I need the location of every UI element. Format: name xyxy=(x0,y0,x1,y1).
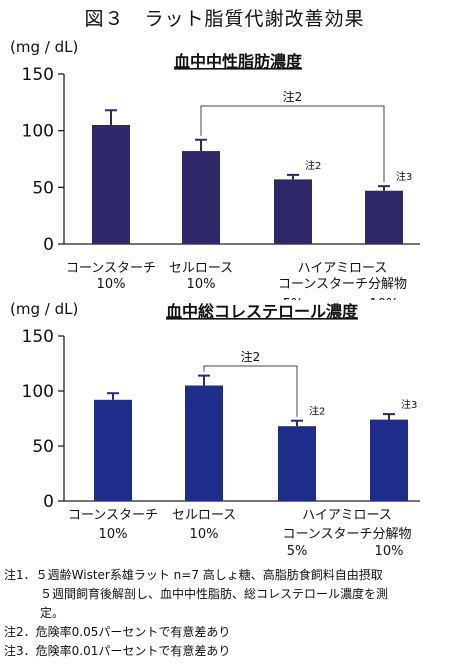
category-label: コーンスターチ分解物 xyxy=(282,527,411,542)
y-tick-label: 0 xyxy=(43,492,54,512)
category-label: 10% xyxy=(190,527,219,542)
category-label: ハイアミロース xyxy=(298,261,388,276)
category-label: セルロース xyxy=(172,508,236,523)
bracket-label: 注2 xyxy=(283,89,303,104)
significance-marker: 注2 xyxy=(305,159,321,172)
y-axis-label: (mg / dL) xyxy=(10,38,78,56)
y-axis-label: (mg / dL) xyxy=(10,300,78,318)
category-label: 10% xyxy=(97,277,126,292)
bar xyxy=(365,190,403,244)
chart-triglyceride: 0 50 100 150 (mg / dL) 血中中性脂肪濃度注2 注2 注3 コーンスターチセ… xyxy=(10,38,420,300)
bar xyxy=(92,125,130,244)
bar xyxy=(185,385,223,501)
significance-marker: 注3 xyxy=(396,170,412,183)
significance-bracket xyxy=(200,105,385,183)
category-label: 10% xyxy=(370,297,399,300)
category-label: コーンスターチ分解物 xyxy=(278,277,407,292)
chart-title: 血中中性脂肪濃度 xyxy=(174,52,303,71)
note-3: 注3．危険率0.01パーセントで有意差あり xyxy=(4,644,231,658)
category-label: 5% xyxy=(283,297,304,300)
footnotes: 注1．５週齢Wister系雄ラット n=7 高しょ糖、高脂肪食飼料自由摂取 ５週… xyxy=(4,566,448,661)
bar xyxy=(278,426,316,501)
y-tick-label: 50 xyxy=(32,437,54,457)
category-label: セルロース xyxy=(169,261,233,276)
significance-bracket xyxy=(203,365,298,417)
significance-marker: 注2 xyxy=(309,405,325,418)
category-label: 10% xyxy=(375,544,404,559)
bar xyxy=(94,399,132,501)
y-tick-label: 150 xyxy=(22,65,54,85)
significance-marker: 注3 xyxy=(401,398,417,411)
y-tick-label: 150 xyxy=(22,327,54,347)
category-label: ハイアミロース xyxy=(302,508,392,523)
note-1-line-1: 注1．５週齢Wister系雄ラット n=7 高しょ糖、高脂肪食飼料自由摂取 xyxy=(4,568,383,582)
category-label: 10% xyxy=(99,527,128,542)
category-label: コーンスターチ xyxy=(68,508,158,523)
bracket-label: 注2 xyxy=(241,349,261,364)
y-tick-label: 50 xyxy=(32,178,54,198)
bar xyxy=(274,179,312,244)
figure-title: 図３ ラット脂質代謝改善効果 xyxy=(84,8,365,30)
note-1-line-2: ５週間飼育後解剖し、血中中性脂肪、総コレステロール濃度を測 xyxy=(40,587,389,601)
category-label: コーンスターチ xyxy=(66,261,156,276)
bar xyxy=(370,419,408,501)
note-2: 注2．危険率0.05パーセントで有意差あり xyxy=(4,625,231,639)
y-tick-label: 100 xyxy=(22,382,54,402)
y-tick-label: 100 xyxy=(22,122,54,142)
category-label: 10% xyxy=(187,277,216,292)
note-1-line-3: 定。 xyxy=(40,606,65,620)
y-tick-label: 0 xyxy=(43,235,54,255)
bar xyxy=(182,151,220,244)
category-label: 5% xyxy=(287,544,308,559)
chart-title: 血中総コレステロール濃度 xyxy=(166,302,359,321)
